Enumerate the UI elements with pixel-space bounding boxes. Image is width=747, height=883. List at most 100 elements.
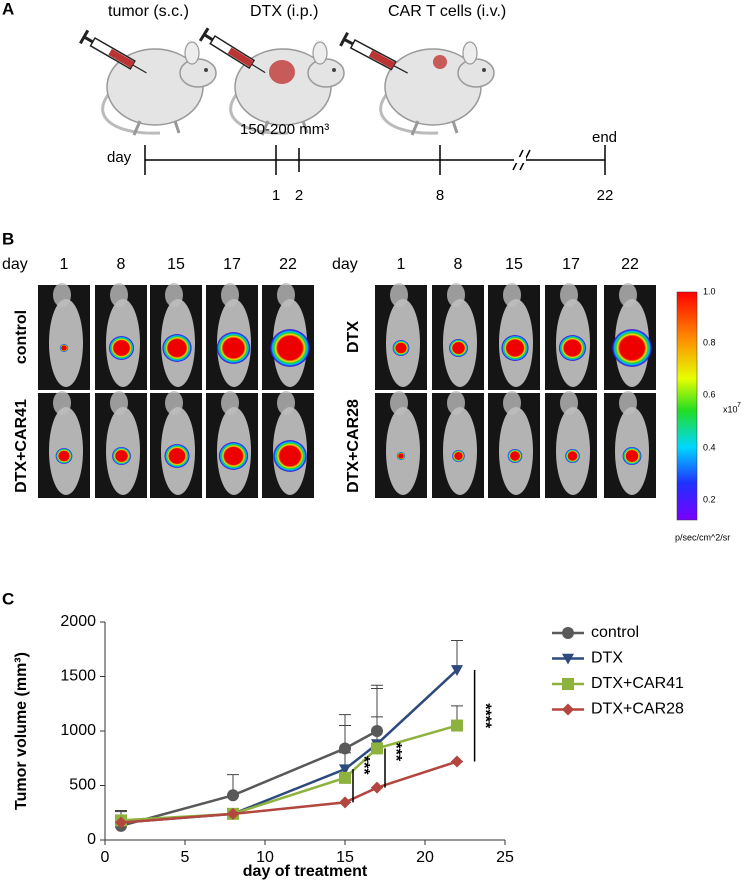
- signal-blob: [273, 440, 307, 472]
- x-axis-label: day of treatment: [243, 863, 368, 880]
- colorbar-tick: 0.8: [703, 337, 716, 347]
- day-label: day: [107, 149, 132, 166]
- signal-blob: [55, 448, 73, 464]
- timeline-break: [514, 157, 526, 163]
- mouse-head: [390, 391, 408, 415]
- signal-blob: [216, 332, 251, 364]
- colorbar-tick: 0.4: [703, 442, 716, 452]
- signal-blob: [507, 449, 523, 463]
- group-label: DTX+CAR41: [13, 399, 30, 493]
- end-label: end: [592, 129, 617, 146]
- series-line: [120, 669, 458, 824]
- day-header: 17: [223, 256, 241, 273]
- colorbar-scale: x10: [723, 404, 738, 414]
- colorbar: [676, 291, 698, 521]
- signal-blob: [112, 447, 131, 465]
- mouse-head: [447, 391, 465, 415]
- marker: [562, 678, 574, 690]
- mouse-head: [560, 391, 578, 415]
- day-header: 17: [562, 256, 580, 273]
- day-tick: 2: [295, 187, 303, 204]
- tumor-icon: [269, 60, 295, 84]
- mouse-head: [221, 283, 239, 307]
- marker: [562, 627, 574, 639]
- day-tick: 8: [436, 187, 444, 204]
- day-header: 15: [505, 256, 523, 273]
- marker: [451, 719, 463, 732]
- colorbar-unit: p/sec/cm^2/sr: [675, 532, 730, 542]
- error-bar: [451, 640, 463, 670]
- marker: [339, 771, 351, 784]
- x-tick-label: 10: [256, 849, 274, 866]
- legend-label: DTX: [591, 650, 623, 667]
- mouse-head: [503, 391, 521, 415]
- x-tick-label: 5: [181, 849, 190, 866]
- marker: [227, 807, 239, 820]
- mouse-head: [560, 283, 578, 307]
- mouse-head: [221, 391, 239, 415]
- panel-label: C: [2, 589, 14, 608]
- day-tick: 22: [597, 187, 614, 204]
- mouse-head: [53, 391, 71, 415]
- y-tick-label: 1500: [60, 668, 96, 685]
- legend-label: control: [591, 624, 639, 641]
- mouse-head: [165, 283, 183, 307]
- y-tick-label: 500: [69, 777, 96, 794]
- signal-blob: [565, 449, 580, 463]
- mouse-head: [447, 283, 465, 307]
- significance-label: ****: [476, 703, 493, 729]
- mouse-head: [53, 283, 71, 307]
- day-label: day: [332, 256, 358, 273]
- bli-images: 1 8 15 17 22 1 8 15 17 22: [38, 256, 656, 498]
- mouse-body: [49, 299, 83, 387]
- timeline: [144, 145, 606, 175]
- signal-blob: [162, 334, 192, 362]
- group-label: control: [13, 310, 30, 364]
- group-label: DTX+CAR28: [345, 399, 362, 493]
- x-tick-label: 15: [336, 849, 354, 866]
- significance-label: ***: [355, 756, 372, 775]
- signal-blob: [622, 447, 642, 465]
- mouse-head: [503, 283, 521, 307]
- marker: [339, 742, 351, 755]
- mouse-head: [390, 283, 408, 307]
- marker: [115, 816, 127, 829]
- legend-label: DTX+CAR28: [591, 701, 684, 718]
- signal-blob: [452, 450, 465, 462]
- series-line: [120, 729, 378, 828]
- mouse-head: [277, 283, 295, 307]
- signal-blob: [392, 340, 410, 356]
- day-header: 22: [279, 256, 297, 273]
- marker: [562, 703, 574, 716]
- day-header: 8: [454, 256, 463, 273]
- x-tick-label: 25: [496, 849, 514, 866]
- mouse-head: [110, 391, 128, 415]
- signal-blob: [108, 336, 135, 360]
- tumor-icon: [433, 55, 447, 69]
- signal-blob: [396, 452, 406, 460]
- day-header: 8: [117, 256, 126, 273]
- signal-blob: [164, 444, 190, 468]
- marker: [227, 789, 239, 802]
- signal-blob: [59, 344, 69, 352]
- mouse-head: [165, 391, 183, 415]
- marker: [339, 796, 351, 809]
- y-tick-label: 1000: [60, 722, 96, 739]
- day-tick: 1: [272, 187, 280, 204]
- signal-blob: [270, 329, 310, 367]
- x-tick-label: 0: [101, 849, 110, 866]
- mouse-head: [619, 283, 637, 307]
- step-label: DTX (i.p.): [250, 3, 318, 20]
- signal-blob: [218, 442, 249, 470]
- mouse-head: [277, 391, 295, 415]
- y-tick-label: 2000: [60, 613, 96, 630]
- marker: [451, 665, 463, 676]
- marker: [562, 653, 574, 665]
- marker: [451, 755, 463, 768]
- day-header: 15: [167, 256, 185, 273]
- colorbar-exponent: 7: [737, 402, 741, 409]
- legend-label: DTX+CAR41: [591, 675, 684, 692]
- mouse-body: [386, 407, 420, 495]
- size-note: 150-200 mm³: [240, 121, 329, 138]
